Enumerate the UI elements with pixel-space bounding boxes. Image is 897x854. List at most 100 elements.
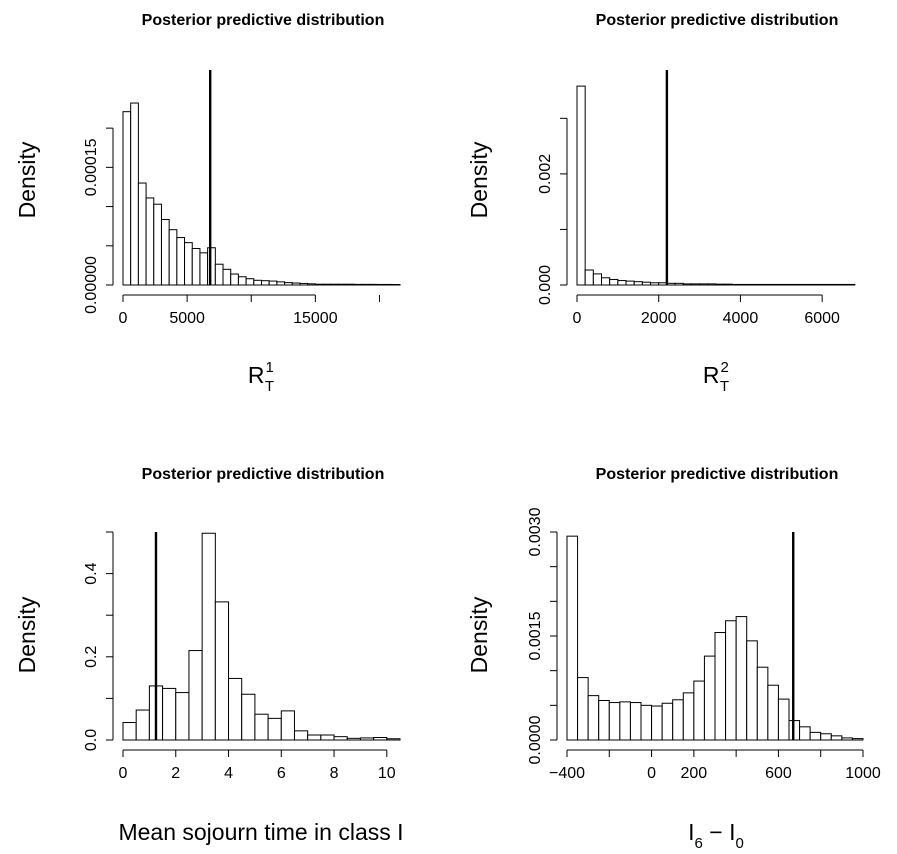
x-tick-label: 4000 [723, 310, 759, 327]
histogram-bar [703, 655, 716, 741]
histogram-bar [809, 731, 822, 741]
x-tick-label: 15000 [293, 310, 338, 327]
axes: −400 0 200 600 1000 0.0000 0.0015 0.0030 [527, 507, 881, 782]
histogram-bar [608, 702, 621, 741]
histogram-bar [201, 532, 216, 741]
histogram-bar [122, 722, 137, 741]
histogram-bar [674, 282, 684, 286]
x-tick-label: 0 [573, 310, 582, 327]
histogram-bar [780, 283, 790, 286]
x-axis-label: R2 T [703, 359, 729, 395]
x-tick-label: 0 [119, 310, 128, 327]
histogram-bars [122, 70, 401, 286]
histogram-bar [661, 702, 674, 741]
histogram-bar [566, 535, 579, 741]
histogram-bar [592, 273, 603, 286]
x-tick-label: 8 [330, 765, 339, 782]
panel-rt1-histogram: Posterior predictive distribution Densit… [14, 12, 401, 395]
histogram-bar [735, 616, 748, 741]
histogram-bar [707, 283, 717, 286]
histogram-bar [361, 283, 370, 286]
histogram-bar [799, 726, 811, 741]
histogram-bar [641, 281, 652, 286]
y-tick-label: 0.000 [537, 265, 554, 305]
histogram-bar [214, 263, 224, 286]
histogram-bar [337, 283, 347, 286]
histogram-bar [682, 692, 695, 741]
y-tick-label: 0.0015 [527, 611, 544, 660]
histogram-bar [625, 280, 635, 286]
histogram-bar [666, 282, 676, 286]
histogram-bar [320, 734, 335, 741]
histogram-bar [376, 283, 386, 286]
histogram-bar [299, 282, 309, 286]
histogram-bar [746, 640, 758, 741]
histogram-bar [188, 650, 203, 741]
y-tick-label: 0.2 [83, 646, 100, 668]
histogram-bar [587, 695, 600, 741]
x-tick-label: 0 [647, 765, 656, 782]
histogram-bar [254, 713, 269, 741]
x-tick-label: 6 [277, 765, 286, 782]
histogram-bar [307, 283, 316, 286]
histogram-bar [772, 283, 782, 286]
histogram-bar [293, 730, 309, 741]
x-tick-label: 6000 [804, 310, 840, 327]
histogram-bar [731, 283, 741, 286]
x-tick-label: 4 [224, 765, 233, 782]
histogram-bar [640, 704, 653, 741]
panel-title: Posterior predictive distribution [596, 12, 839, 29]
histogram-bar [841, 737, 853, 741]
histogram-bar [577, 677, 589, 741]
histogram-bar [651, 705, 663, 741]
histogram-bar [820, 733, 832, 741]
y-axis-label: Density [466, 141, 492, 218]
x-tick-label: 2000 [641, 310, 677, 327]
x-tick-label: −400 [549, 765, 585, 782]
histogram-bar [725, 620, 737, 741]
x-tick-label: 1000 [845, 765, 881, 782]
histogram-bar [160, 219, 170, 286]
histogram-bar [291, 282, 301, 286]
y-axis-label: Density [14, 596, 40, 673]
histogram-bar [846, 283, 856, 286]
axes: 0 2000 4000 6000 0.000 0.002 [537, 117, 840, 327]
histogram-bar [617, 280, 627, 286]
x-axis-label: Mean sojourn time in class I [118, 819, 403, 845]
x-tick-label: 5000 [169, 310, 205, 327]
histogram-bar [176, 237, 186, 286]
panel-rt2-histogram: Posterior predictive distribution Densit… [466, 12, 856, 395]
histogram-bar [629, 702, 642, 741]
histogram-bar [373, 737, 388, 741]
histogram-bar [851, 738, 864, 741]
histogram-bar [658, 282, 668, 286]
x-tick-label: 2 [171, 765, 180, 782]
histogram-bar [314, 283, 324, 286]
histogram-bar [322, 283, 332, 286]
y-tick-label: 0.0030 [527, 507, 544, 556]
histogram-bar [699, 283, 709, 286]
histogram-bar [280, 710, 295, 741]
histogram-bar [384, 283, 393, 286]
y-tick-label: 0.4 [83, 562, 100, 584]
x-tick-label: 0 [119, 765, 128, 782]
histogram-bar [346, 737, 361, 741]
histogram-bar [191, 248, 201, 286]
y-tick-label: 0.00000 [83, 256, 100, 314]
histogram-bar [241, 693, 256, 741]
histogram-bar [261, 280, 270, 286]
histogram-bar [153, 203, 162, 286]
histogram-bar [813, 283, 823, 286]
histogram-bars [122, 532, 401, 741]
histogram-bar [307, 734, 322, 741]
histogram-bar [268, 280, 278, 286]
histogram-bar [207, 247, 216, 286]
panel-title: Posterior predictive distribution [596, 466, 839, 483]
panel-title: Posterior predictive distribution [142, 12, 385, 29]
histogram-bar [245, 278, 255, 286]
histogram-bar [276, 281, 286, 286]
histogram-bar [135, 709, 150, 741]
histogram-bar [386, 738, 401, 741]
x-axis-label: R1 T [248, 359, 274, 395]
histogram-bars [576, 70, 856, 286]
